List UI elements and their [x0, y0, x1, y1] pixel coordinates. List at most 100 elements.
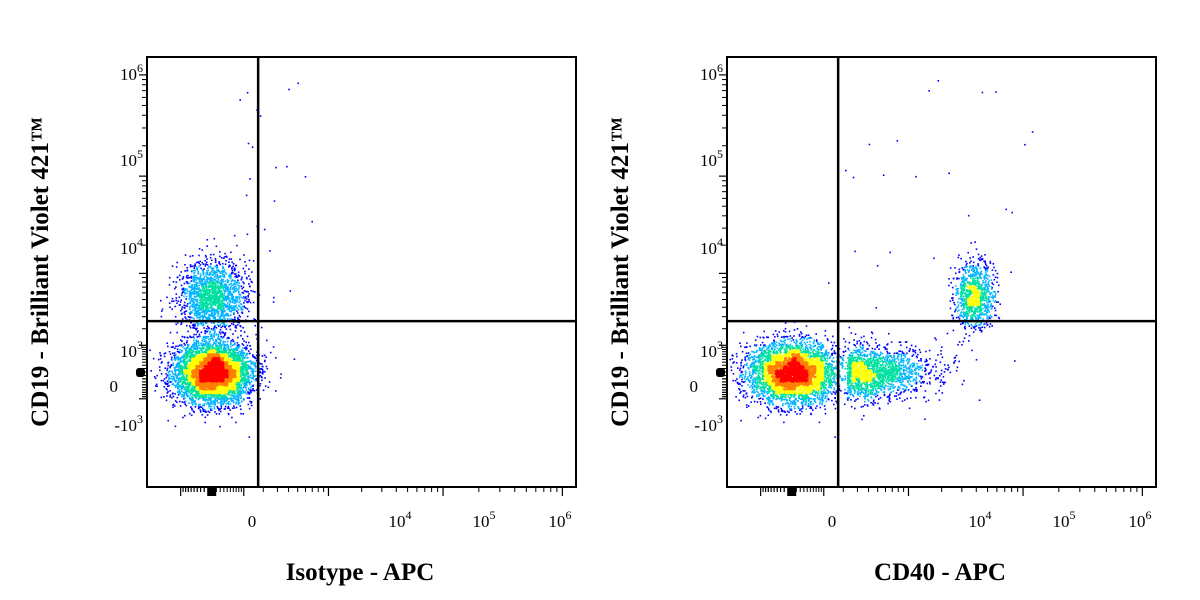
event-dot [220, 402, 223, 404]
event-dot [246, 384, 248, 387]
event-dot [200, 321, 203, 324]
event-dot [170, 356, 173, 359]
event-dot [289, 290, 292, 292]
event-dot [203, 409, 206, 411]
event-dot [228, 284, 230, 286]
event-dot [193, 395, 196, 398]
event-dot [229, 352, 232, 355]
event-dot [219, 394, 221, 397]
event-dot [158, 366, 161, 368]
event-dot [217, 292, 220, 295]
event-dot [191, 380, 194, 382]
event-dot [220, 407, 223, 409]
event-dot [206, 325, 209, 328]
x-zero-marker [207, 488, 217, 496]
event-dot [212, 253, 215, 256]
event-dot [197, 313, 200, 316]
event-dot [217, 277, 219, 279]
event-dot [213, 402, 215, 404]
event-dot [185, 404, 188, 407]
event-dot [202, 322, 205, 325]
event-dot [194, 406, 197, 408]
event-dot [205, 343, 208, 345]
event-dot [222, 308, 225, 310]
event-dot [186, 341, 188, 344]
event-dot [237, 391, 239, 393]
event-dot [192, 362, 194, 364]
event-dot [199, 387, 201, 390]
event-dot [234, 370, 237, 373]
event-dot [186, 277, 189, 279]
event-dot [214, 298, 216, 301]
event-dot [190, 414, 193, 417]
event-dot [209, 407, 212, 410]
event-dot [238, 322, 241, 324]
event-dot [232, 263, 235, 265]
event-dot [213, 295, 216, 297]
event-dot [168, 350, 171, 353]
event-dot [183, 306, 185, 309]
event-dot [225, 391, 227, 394]
event-dot [177, 361, 180, 364]
event-dot [182, 369, 184, 371]
event-dot [208, 351, 210, 354]
event-dot [221, 270, 224, 272]
event-dot [195, 360, 197, 362]
event-dot [177, 385, 179, 388]
event-dot [205, 348, 207, 350]
event-dot [200, 280, 202, 282]
event-dot [168, 302, 171, 304]
event-dot [263, 354, 266, 357]
event-dot [210, 276, 212, 279]
event-dot [191, 284, 194, 286]
event-dot [225, 388, 227, 391]
event-dot [240, 363, 243, 365]
event-dot [251, 377, 253, 379]
event-dot [212, 309, 215, 312]
event-dot [174, 373, 176, 376]
event-dot [196, 327, 198, 330]
event-dot [202, 393, 204, 396]
event-dot [224, 252, 226, 255]
event-dot [252, 371, 255, 373]
event-dot [167, 374, 170, 377]
event-dot [240, 390, 243, 393]
event-dot [244, 355, 247, 357]
event-dot [238, 369, 241, 371]
event-dot [248, 293, 250, 295]
event-dot [259, 115, 262, 117]
event-dot [203, 304, 206, 306]
event-dot [191, 397, 194, 399]
event-dot [190, 406, 192, 408]
event-dot [235, 372, 238, 374]
event-dot [181, 318, 184, 320]
event-dot [224, 310, 226, 313]
event-dot [238, 380, 240, 383]
event-dot [220, 346, 222, 349]
event-dot [184, 391, 186, 394]
event-dot [194, 265, 197, 267]
event-dot [199, 264, 202, 266]
event-dot [215, 348, 217, 351]
event-dot [199, 260, 201, 263]
event-dot [219, 402, 221, 404]
event-dot [227, 314, 229, 317]
event-dot [230, 349, 233, 351]
event-dot [216, 309, 219, 312]
event-dot [201, 269, 204, 271]
event-dot [210, 278, 213, 280]
event-dot [237, 357, 239, 359]
event-dot [209, 281, 212, 284]
event-dot [237, 281, 239, 283]
event-dot [174, 380, 176, 382]
event-dot [190, 276, 192, 279]
event-dot [170, 364, 173, 367]
event-dot [179, 372, 182, 374]
event-dot [231, 293, 234, 296]
event-dot [253, 365, 256, 367]
event-dot [189, 264, 192, 266]
event-dot [268, 381, 271, 383]
event-dot [185, 356, 188, 358]
event-dot [198, 317, 200, 319]
event-dot [193, 374, 196, 376]
